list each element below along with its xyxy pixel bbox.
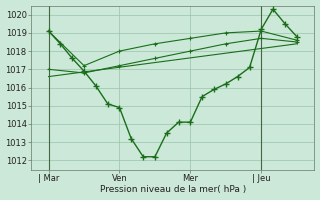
X-axis label: Pression niveau de la mer( hPa ): Pression niveau de la mer( hPa ) (100, 185, 246, 194)
